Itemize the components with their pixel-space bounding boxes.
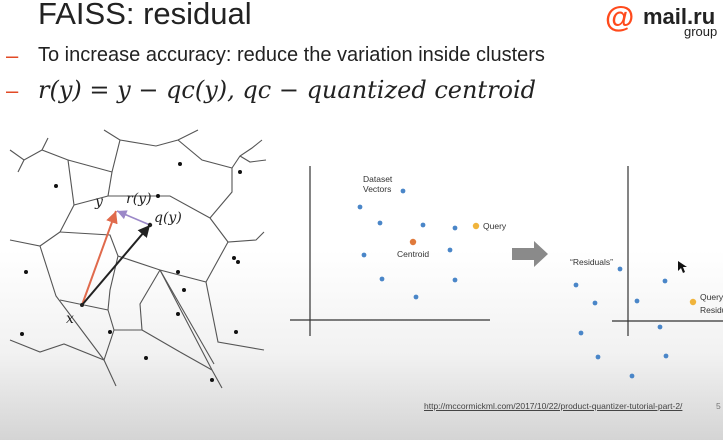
page-number: 5: [716, 401, 721, 411]
label-dataset-line1: Dataset: [363, 174, 393, 184]
voronoi-points: [20, 162, 242, 382]
centroid-point: [409, 238, 417, 246]
label-query: Query: [483, 221, 507, 231]
plot-after-points: [573, 266, 669, 379]
bullet-marker: –: [6, 43, 19, 68]
logo-at-symbol: @: [605, 1, 635, 34]
source-link[interactable]: http://mccormickml.com/2017/10/22/produc…: [424, 401, 683, 411]
plot-before-axes: [290, 166, 490, 336]
bullet-marker: –: [6, 78, 19, 103]
slide-title: FAISS: residual: [38, 0, 252, 31]
label-residual-after: Residual: [700, 305, 723, 315]
voronoi-diagram: [9, 129, 267, 389]
label-dataset-line2: Vectors: [363, 184, 391, 194]
residual-arrow: [81, 210, 118, 306]
r-arrow: [116, 210, 151, 226]
query-point: [472, 222, 480, 230]
query-arrow: [81, 224, 151, 306]
logo-subtitle: group: [684, 24, 718, 39]
label-x: x: [66, 311, 74, 327]
transform-arrow: [512, 241, 548, 267]
label-residuals: “Residuals”: [570, 257, 613, 267]
plot-before-points: [357, 188, 458, 300]
mouse-cursor-icon: [678, 261, 687, 273]
mail-ru-group-logo: @ mail.ru group: [605, 2, 723, 42]
bullet-accuracy: To increase accuracy: reduce the variati…: [38, 44, 545, 66]
label-r: r(y): [126, 191, 152, 207]
label-query-after: Query: [700, 292, 723, 302]
plot-after-axes: [612, 166, 723, 336]
residual-query-point: [689, 298, 697, 306]
bullet-residual-formula: 𝑟(𝑦) = 𝑦 − 𝑞𝑐(𝑦), 𝑞𝑐 − quantized centroi…: [38, 76, 537, 104]
logo-wordmark: mail.ru: [643, 4, 716, 29]
label-centroid: Centroid: [397, 249, 429, 259]
label-q: q(y): [154, 210, 182, 226]
label-y: y: [94, 194, 104, 210]
